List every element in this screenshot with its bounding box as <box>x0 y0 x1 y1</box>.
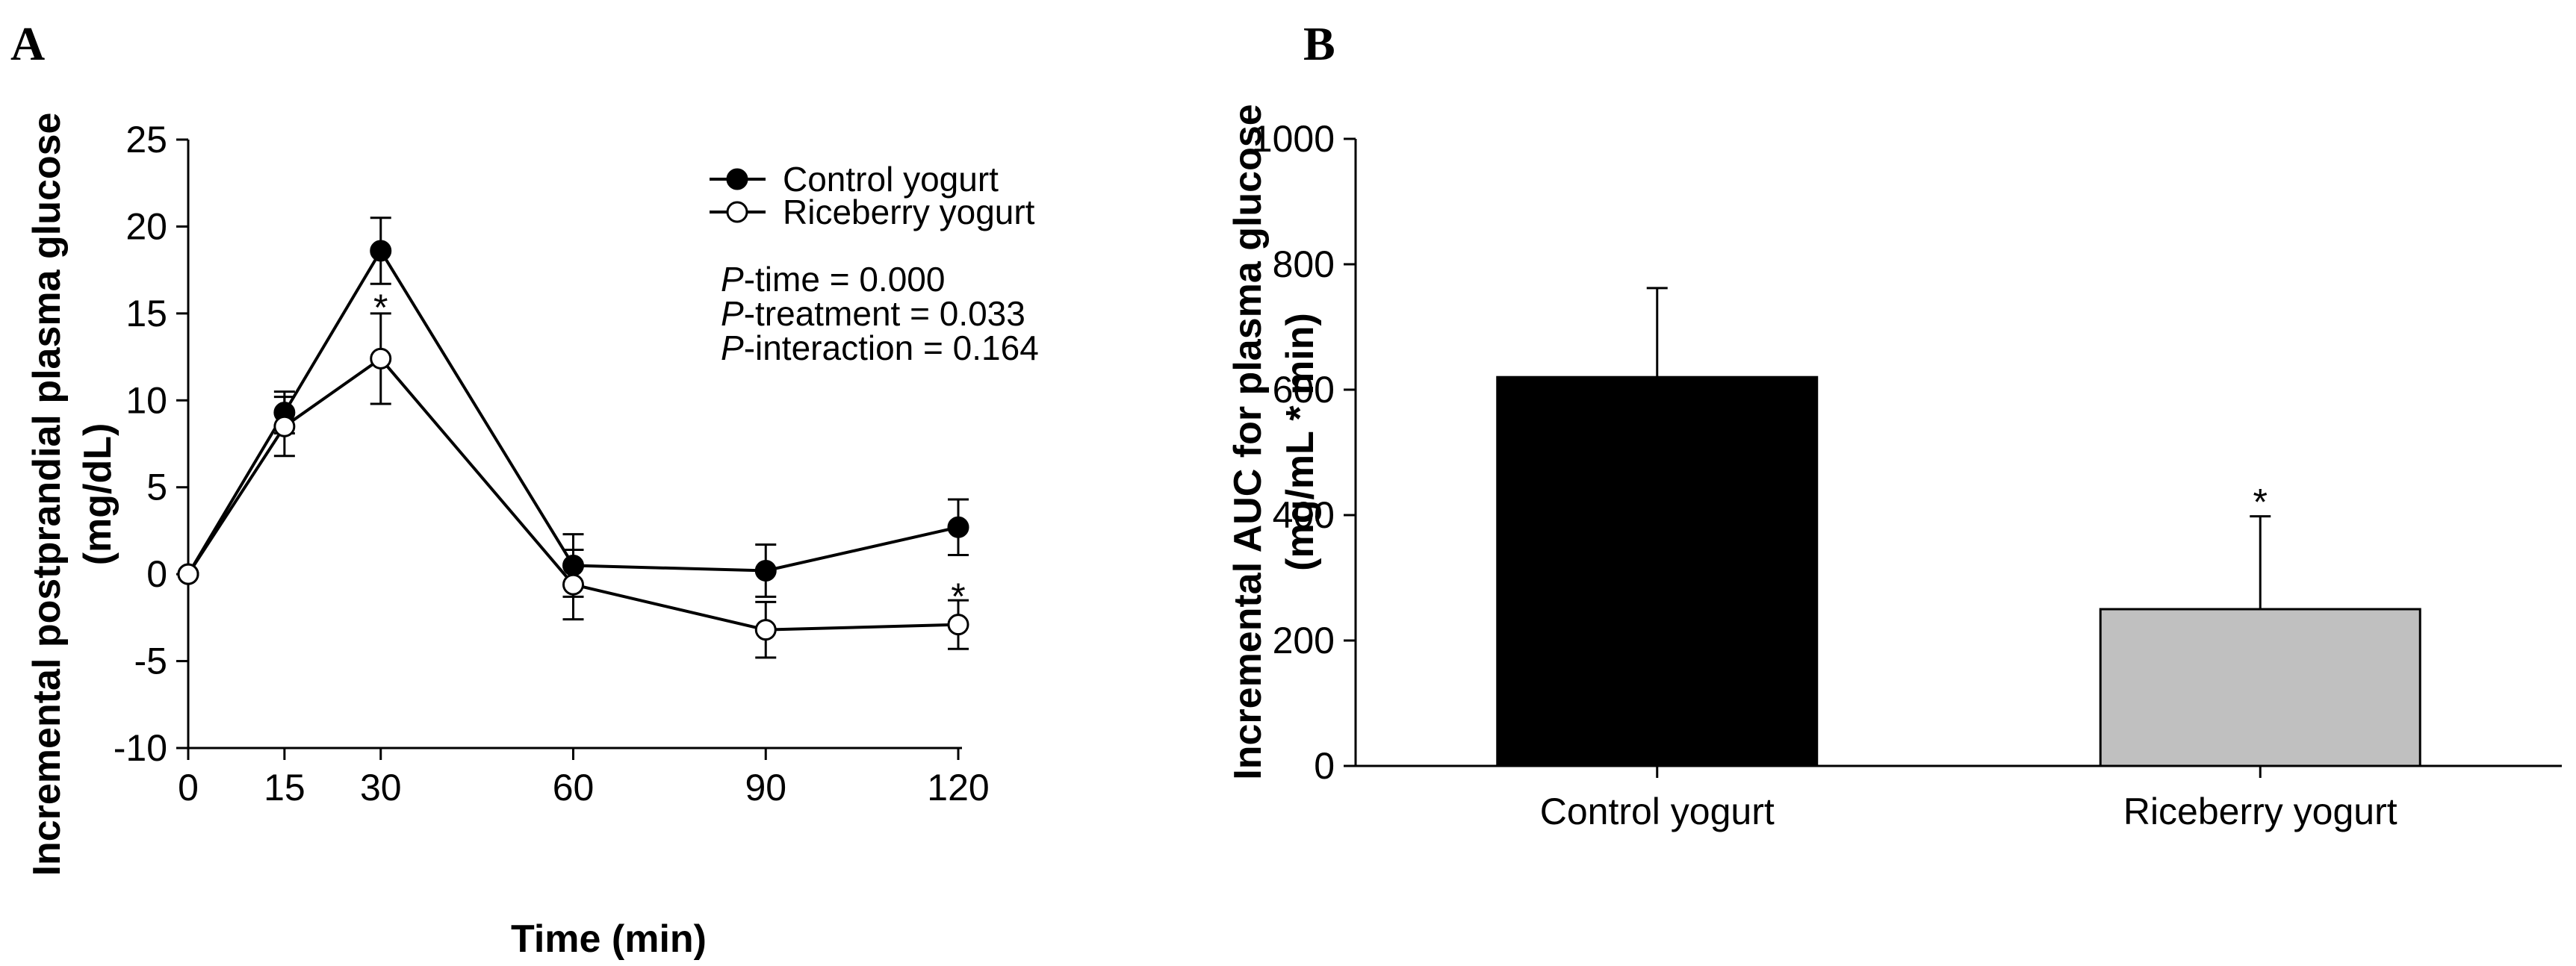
data-point <box>370 240 392 262</box>
panel-a-letter: A <box>10 17 45 70</box>
y-tick-label: 20 <box>125 205 167 247</box>
y-tick-label: 5 <box>146 467 167 508</box>
stat-p-interaction: P-interaction = 0.164 <box>721 328 1039 367</box>
stat-p-treatment: P-treatment = 0.033 <box>721 294 1025 333</box>
series-line <box>187 248 959 576</box>
significance-star: * <box>2253 482 2268 523</box>
legend-marker-riceberry <box>726 201 748 223</box>
data-point <box>273 415 296 437</box>
panel-a-line-chart: A 0 15 30 60 90 120 -10 -5 0 5 10 15 20 25 Time (min… <box>10 17 1039 961</box>
x-tick-label: 15 <box>264 767 305 808</box>
panel-a-x-ticks: 0 15 30 60 90 120 <box>178 748 990 808</box>
legend-label-riceberry: Riceberry yogurt <box>783 193 1035 231</box>
stat-p-time: P-time = 0.000 <box>721 260 945 299</box>
y-tick-label: 0 <box>1314 745 1335 787</box>
data-point <box>562 573 584 596</box>
panel-b-y-axis-title: Incremental AUC for plasma glucose <box>1226 104 1270 779</box>
x-tick-label: 120 <box>927 767 989 808</box>
data-point <box>754 559 777 582</box>
panel-b-letter: B <box>1303 17 1335 70</box>
y-tick-label: 400 <box>1273 494 1335 536</box>
series-line <box>187 356 959 632</box>
category-label: Riceberry yogurt <box>2123 791 2397 832</box>
x-tick-label: 60 <box>553 767 595 808</box>
panel-a-y-axis-title: Incremental postprandial plasma glucose <box>25 113 69 876</box>
data-point <box>177 563 199 585</box>
panel-a-x-axis-title: Time (min) <box>511 917 707 961</box>
series-riceberry-yogurt <box>177 312 969 659</box>
legend-label-control: Control yogurt <box>783 160 999 199</box>
significance-star: * <box>951 576 965 617</box>
y-tick-label: -10 <box>114 727 167 769</box>
panel-b-bars: * <box>1496 287 2421 767</box>
panel-a-legend: Control yogurt Riceberry yogurt <box>710 160 1035 231</box>
data-point <box>754 619 777 641</box>
panel-a-axes <box>187 140 962 750</box>
y-tick-label: 200 <box>1273 620 1335 661</box>
data-point <box>947 614 969 636</box>
y-tick-label: 0 <box>146 553 167 595</box>
panel-a-significance-marks: ** <box>373 287 966 617</box>
x-tick-label: 30 <box>360 767 402 808</box>
data-point <box>947 516 969 538</box>
legend-marker-control <box>726 168 748 190</box>
data-point <box>370 347 392 370</box>
y-tick-label: -5 <box>134 641 167 682</box>
y-tick-label: 15 <box>125 293 167 334</box>
x-tick-label: 90 <box>745 767 786 808</box>
panel-b-y-axis-unit: (mg/mL * min) <box>1279 313 1322 571</box>
x-tick-label: 0 <box>178 767 199 808</box>
panel-b-bar-chart: B 0 200 400 600 800 1000 * Control yogurt Rice… <box>1226 17 2562 832</box>
panel-a-series <box>177 216 969 659</box>
panel-b-y-ticks: 0 200 400 600 800 1000 <box>1252 118 1356 787</box>
bar-riceberry-yogurt <box>2099 608 2421 767</box>
panel-a-y-axis-unit: (mg/dL) <box>76 423 120 566</box>
panel-b-category-labels: Control yogurt Riceberry yogurt <box>1540 766 2397 832</box>
y-tick-label: 1000 <box>1252 118 1335 160</box>
y-tick-label: 600 <box>1273 369 1335 411</box>
y-tick-label: 25 <box>125 119 167 161</box>
bar-control-yogurt <box>1496 376 1819 767</box>
category-label: Control yogurt <box>1540 791 1775 832</box>
y-tick-label: 800 <box>1273 243 1335 285</box>
panel-a-stats-text: P-time = 0.000 P-treatment = 0.033 P-int… <box>721 260 1039 367</box>
y-tick-label: 10 <box>125 379 167 421</box>
significance-star: * <box>373 287 388 328</box>
panel-a-y-ticks: -10 -5 0 5 10 15 20 25 <box>114 119 188 769</box>
